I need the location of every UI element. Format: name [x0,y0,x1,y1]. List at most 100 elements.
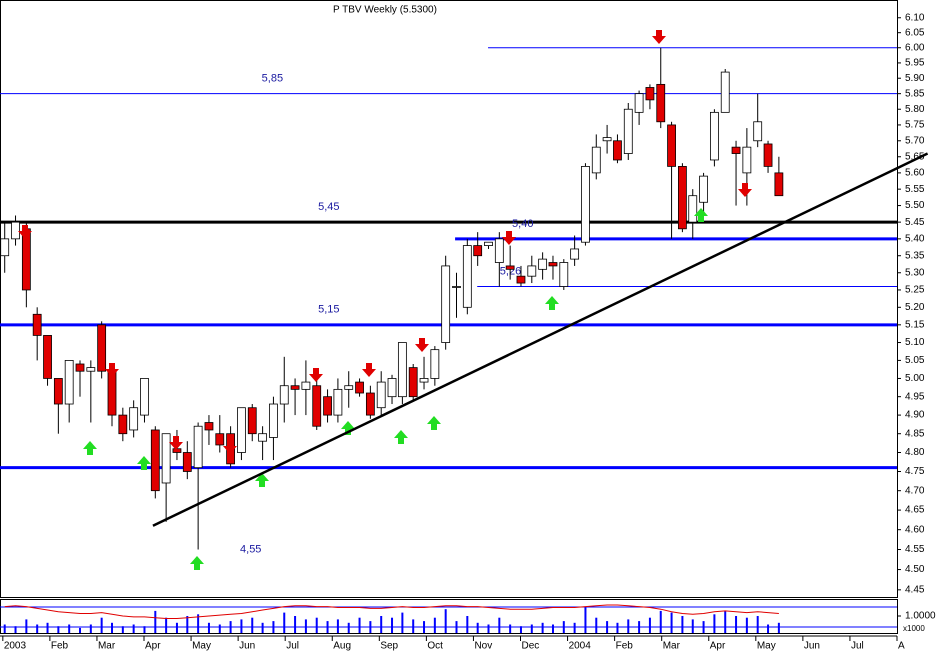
volume-bar [595,617,598,633]
volume-bar [207,622,210,633]
candle-body [516,275,526,284]
volume-bar [584,607,587,633]
y-tick-label: 4.80 [905,447,925,458]
volume-bar [197,614,200,633]
y-tick-label: 5.10 [905,337,925,348]
volume-bar [3,624,6,633]
candle-body [591,146,601,174]
volume-bar [89,624,92,633]
candle-body [53,378,63,405]
x-tick-label: Jun [804,641,820,652]
volume-bar [702,621,705,633]
candle-body [742,146,752,174]
candle-body [97,324,107,372]
y-tick-label: 4.95 [905,391,925,402]
volume-bar [326,621,329,633]
sell-arrow [18,225,32,239]
volume-bar [530,624,533,633]
candle-body [301,381,311,390]
volume-bar [433,617,436,633]
candle-body [559,262,569,287]
candle-body [150,429,160,492]
volume-bar [336,619,339,633]
volume-bar [498,617,501,633]
candle-body [473,245,483,257]
volume-bar [466,616,469,633]
volume-bar [756,616,759,633]
y-tick-label: 5.95 [905,58,925,69]
candle-body [527,265,537,277]
volume-bar [14,626,17,633]
volume-bar [380,616,383,633]
volume-bar [616,622,619,633]
candle-body [333,388,343,416]
y-tick-label: 5.50 [905,200,925,211]
y-tick-label: 6.00 [905,42,925,53]
volume-bar [25,619,28,633]
volume-bar [175,622,178,633]
candle-body [538,258,548,270]
sell-arrow [738,183,752,197]
y-tick-label: 5.25 [905,285,925,296]
axes: 6.10 6.05 6.00 5.95 5.90 5.85 5.80 5.75 5.70 5.65… [2,12,925,652]
buy-arrow [694,208,708,222]
volume-bar [455,621,458,633]
volume-bar [143,626,146,633]
candle-body [699,175,708,203]
candle-body [645,87,655,101]
candle-body [408,367,418,398]
candle-body [107,370,117,416]
candles [0,47,784,550]
sell-arrows [18,30,752,454]
volume-bar [46,622,49,633]
x-tick-label: A [898,641,905,652]
y-tick-label: 5.70 [905,135,925,146]
volume-bar [627,619,630,633]
x-tick-label: Jun [239,641,255,652]
y-tick-label: 5.90 [905,73,925,84]
y-tick-label: 6.05 [905,27,925,38]
trendline [152,152,929,527]
y-tick-label: 5.65 [905,151,925,162]
candle-body [11,221,20,240]
volume-bar [509,624,512,633]
x-tick-label: Apr [145,641,161,652]
candle-body [441,265,451,343]
x-tick-label: Mar [663,641,681,652]
x-tick-label: Feb [616,641,634,652]
volume-bar [573,622,576,633]
chart-title: P TBV Weekly (5.5300) [333,5,437,16]
y-tick-label: 5.80 [905,104,925,115]
x-tick-label: Apr [710,641,726,652]
candle-body [118,414,128,435]
candle-body [161,433,171,484]
y-tick-label: 5.05 [905,355,925,366]
buy-arrows [83,208,708,570]
volume-bar [358,617,361,633]
y-tick-label: 4.90 [905,410,925,421]
candle-body [720,71,730,113]
volume-bar [261,622,264,633]
candle-body [0,238,10,257]
candle-body [462,245,472,308]
x-tick-label: 2004 [569,641,592,652]
x-tick-label: Jul [286,641,299,652]
candle-body [365,392,375,416]
trendline-layer [152,152,929,527]
volume-bar [713,614,716,633]
buy-arrow [341,421,355,435]
x-tick-label: Mar [98,641,116,652]
y-tick-label: 5.00 [905,373,925,384]
buy-arrow [427,416,441,430]
y-tick-label: 4.70 [905,485,925,496]
volume-bar [165,617,168,633]
sell-arrow [105,363,119,377]
volume-bar [347,622,350,633]
level-label: 5,15 [318,304,339,316]
volume-bar [186,616,189,633]
volume-bar [121,626,124,633]
annotation: 4,55 [240,543,261,555]
candle-body [688,195,698,223]
